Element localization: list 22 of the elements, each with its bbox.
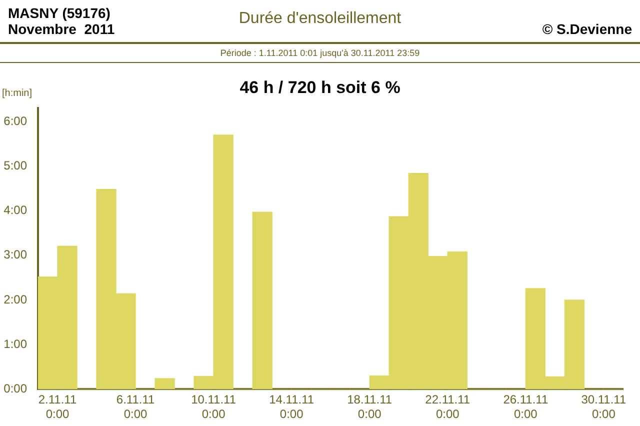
x-tick-label: 26.11.11 0:00	[503, 392, 548, 422]
y-tick-label: 3:00	[4, 248, 28, 262]
x-tick-label: 10.11.11 0:00	[191, 392, 236, 422]
y-tick-label: 2:00	[4, 292, 28, 306]
x-tick-label: 22.11.11 0:00	[425, 392, 470, 422]
y-tick-label: 5:00	[4, 158, 28, 172]
x-tick-label: 2.11.11 0:00	[38, 392, 77, 422]
text: MASNY (59176)	[8, 5, 112, 21]
text: © S.Devienne	[542, 21, 632, 37]
x-tick-label: 6.11.11 0:00	[116, 392, 155, 422]
y-axis-title: [h:min]	[2, 88, 32, 99]
x-tick-label: 30.11.11 0:00	[581, 392, 626, 422]
x-tick-label: 18.11.11 0:00	[347, 392, 392, 422]
text: Novembre 2011	[8, 21, 115, 37]
y-tick-label: 4:00	[4, 203, 28, 218]
text: 46 h / 720 h soit 6 %	[240, 78, 400, 97]
chart-title: Durée d'ensoleillement	[238, 10, 402, 27]
chart-subtitle: Période : 1.11.2011 0:01 jusqu'à 30.11.2011 23:59	[0, 46, 640, 63]
y-tick-label: 1:00	[4, 336, 28, 351]
y-tick-label: 0:00	[4, 382, 28, 396]
y-tick-label: 6:00	[4, 114, 28, 128]
x-tick-label: 14.11.11 0:00	[269, 392, 314, 422]
